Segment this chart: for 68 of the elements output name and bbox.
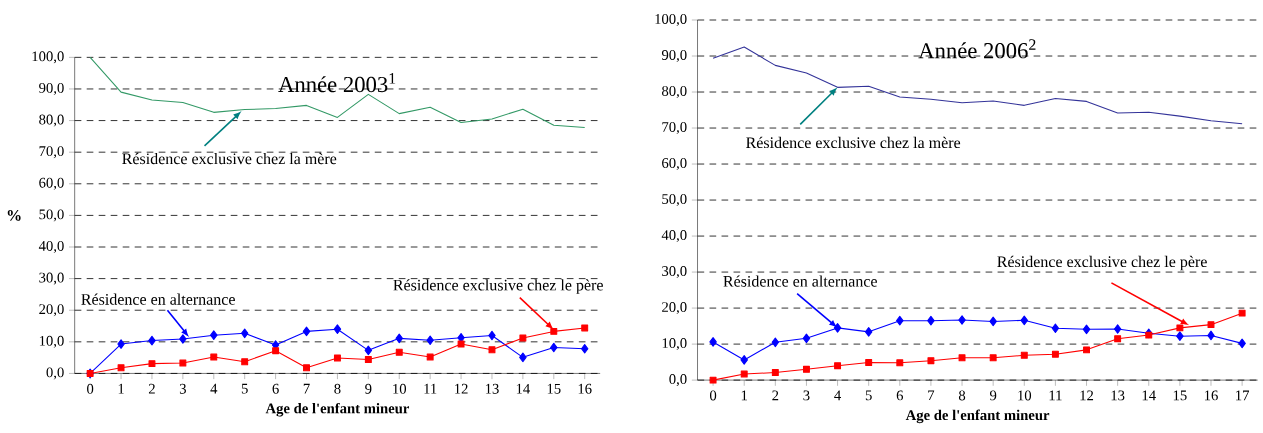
x-tick-label: 11 [1049,390,1062,400]
x-tick-label: 4 [210,383,218,394]
x-tick-label: 11 [424,383,437,394]
y-tick-label: 20,0 [39,304,64,317]
x-tick-label: 10 [1018,390,1032,401]
y-tick-label: 10,0 [39,335,64,348]
y-tick-label: 0,0 [46,367,64,380]
x-tick-label: 8 [958,390,966,401]
x-tick-label: 3 [179,383,186,394]
y-tick-label: 50,0 [39,209,64,222]
x-tick-label: 17 [1236,390,1250,400]
x-tick-label: 9 [365,383,372,394]
x-tick-label: 12 [455,383,468,394]
x-tick-label: 10 [393,383,407,394]
x-tick-label: 9 [989,390,997,401]
y-tick-label: 60,0 [662,157,687,170]
y-tick-label: 30,0 [662,265,687,278]
x-tick-label: 6 [896,390,904,401]
x-tick-label: 6 [272,383,279,394]
y-tick-label: 70,0 [662,121,687,134]
x-tick-label: 15 [1173,390,1187,401]
x-tick-label: 7 [303,383,310,394]
y-tick-label: 30,0 [39,272,64,285]
x-tick-label: 5 [865,390,872,401]
y-tick-label: 100,0 [655,13,687,26]
x-tick-label: 16 [578,383,592,394]
series-label: Résidence en alternance [81,293,235,305]
x-tick-label: 1 [741,390,747,400]
x-tick-label: 16 [1204,390,1218,401]
x-tick-label: 3 [803,390,810,401]
x-tick-label: 8 [334,383,341,394]
x-tick-label: 4 [834,390,842,400]
y-tick-label: 10,0 [662,337,687,350]
x-tick-label: 2 [148,383,155,394]
x-tick-label: 14 [1142,390,1156,400]
text: Résidence exclusive chez la mère [746,136,961,148]
y-tick-label: 80,0 [39,114,64,127]
text: Résidence en alternance [723,275,877,287]
y-tick-label: 100,0 [32,51,64,64]
text: Résidence exclusive chez la mère [122,152,337,164]
y-axis-title: % [7,209,21,221]
text: Année 2003$^{1}$ [278,72,396,92]
y-tick-label: 40,0 [661,229,687,242]
x-axis-title: Age de l'enfant mineur [905,409,1050,423]
y-tick-label: 40,0 [38,240,64,253]
x-tick-label: 14 [516,383,530,394]
text: Année 2006$^{2}$ [918,39,1036,59]
y-tick-label: 20,0 [662,301,687,314]
y-tick-label: 90,0 [661,49,687,62]
x-tick-label: 2 [772,390,779,401]
x-tick-label: 0 [709,390,717,401]
y-tick-label: 80,0 [662,85,687,98]
x-tick-label: 12 [1080,390,1094,401]
x-tick-label: 0 [87,383,94,394]
y-tick-label: 50,0 [662,193,687,206]
y-tick-label: 70,0 [39,145,64,158]
x-tick-label: 13 [485,383,499,394]
x-tick-label: 15 [547,383,561,394]
x-tick-label: 1 [118,383,124,394]
y-tick-label: 0,0 [669,373,687,386]
x-axis-title: Age de l'enfant mineur [265,402,410,417]
y-tick-label: 60,0 [39,177,64,190]
x-tick-label: 5 [241,383,248,394]
y-tick-label: 90,0 [39,82,64,95]
text: Résidence exclusive chez le père [997,255,1207,271]
x-tick-label: 7 [928,390,935,400]
x-tick-label: 13 [1111,390,1125,401]
text: Résidence exclusive chez le père [393,279,603,294]
